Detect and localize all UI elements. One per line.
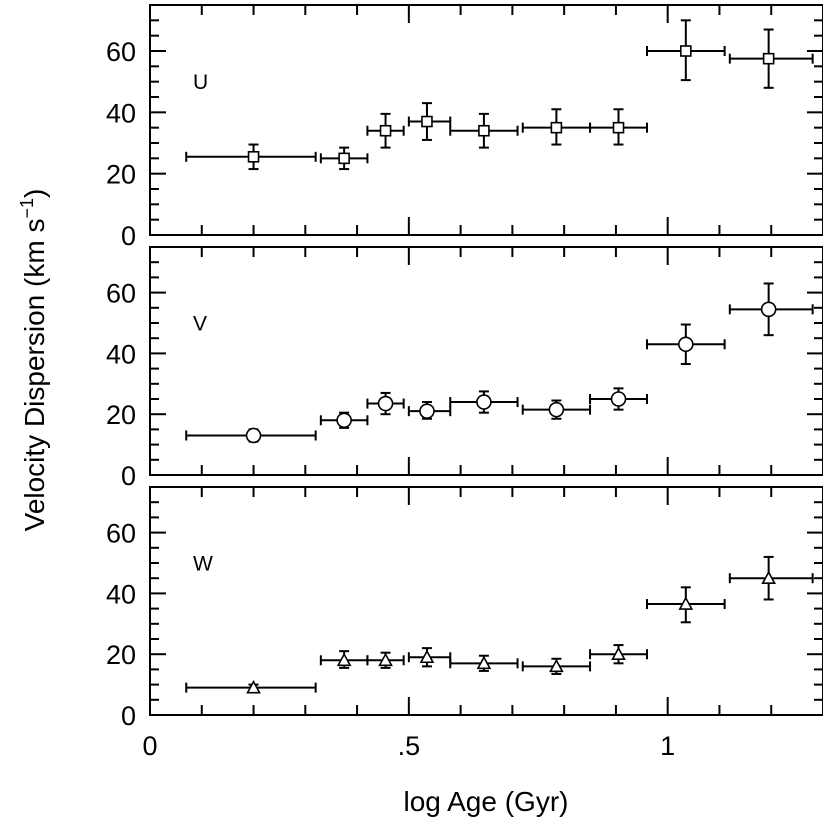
square-marker [478,124,490,137]
y-axis-label-close: ) [19,189,50,198]
y-tick-label: 20 [106,160,136,190]
panel-frame [149,486,823,716]
data-point [449,654,519,672]
data-point [645,323,726,366]
panel-w: 0 20 40 60 W [106,486,823,731]
y-tick-label: 0 [121,461,136,491]
data-point [521,657,592,675]
data-point [407,647,452,668]
circle-marker [678,336,694,353]
x-axis-label: log Age (Gyr) [404,786,569,817]
data-point [728,28,814,89]
x-tick-label: 0 [142,731,157,761]
y-tick-label: 20 [106,400,136,430]
circle-marker [245,427,262,444]
data-point [645,586,726,624]
y-axis-label: Velocity Dispersion (km s−1) [17,189,50,532]
y-axis-label-superscript: −1 [17,198,37,219]
square-marker [762,52,775,65]
y-tick-label: 60 [106,279,136,309]
data-point [185,143,317,171]
data-point [589,108,648,146]
square-marker [421,115,433,128]
y-tick-label: 60 [106,519,136,549]
panel-label: W [193,553,213,576]
circle-marker [760,301,777,318]
triangle-marker [678,596,694,610]
data-point [645,19,726,82]
circle-marker [336,412,352,429]
y-tick-label: 0 [121,701,136,731]
circle-marker [476,394,492,410]
data-point [185,427,317,444]
data-point [407,102,452,141]
y-tick-label: 40 [106,98,136,128]
x-tick-label: 1 [660,731,675,761]
data-point [319,650,369,669]
y-tick-label: 20 [106,640,136,670]
data-point [449,112,519,149]
data-point [366,391,405,416]
panel-frame [149,246,823,476]
panel-u: 0 20 40 60 U [106,4,823,251]
data-point [589,644,648,665]
triangle-marker [336,652,352,667]
square-marker [338,152,350,165]
data-point [521,399,592,420]
circle-marker [377,395,394,412]
circle-marker [548,401,565,418]
y-tick-label: 60 [106,37,136,67]
triangle-marker [476,655,492,670]
data-point [449,390,519,414]
triangle-marker [761,570,776,585]
data-point [185,679,317,694]
triangle-marker [246,679,261,694]
triangle-marker [549,658,564,673]
x-tick-label: .5 [398,731,421,761]
square-marker [247,151,260,163]
y-axis-label-main: Velocity Dispersion (km s [19,219,50,532]
x-tick-labels: 0.5 1 [142,731,675,761]
data-point [407,401,452,420]
panels: 0 20 40 60 U 0 20 40 60 V 0 20 40 60 W [106,4,823,731]
data-point [319,146,369,171]
data-point [728,555,814,601]
data-point [319,411,369,429]
square-marker [550,121,563,134]
data-point [521,108,592,146]
square-marker [379,124,392,137]
y-tick-label: 0 [121,221,136,251]
y-tick-label: 40 [106,339,136,369]
panel-v: 0 20 40 60 V [106,246,823,491]
y-tick-label: 40 [106,579,136,609]
data-point [589,387,648,411]
square-marker [612,121,625,134]
data-point [366,651,405,669]
square-marker [680,45,692,57]
triangle-marker [419,649,435,664]
triangle-marker [611,646,626,661]
data-point [728,282,814,337]
panel-frame [149,4,823,236]
panel-label: U [193,71,208,94]
triangle-marker [378,652,393,667]
circle-marker [610,391,627,407]
circle-marker [419,403,435,419]
panel-label: V [193,313,207,336]
data-point [366,112,405,149]
